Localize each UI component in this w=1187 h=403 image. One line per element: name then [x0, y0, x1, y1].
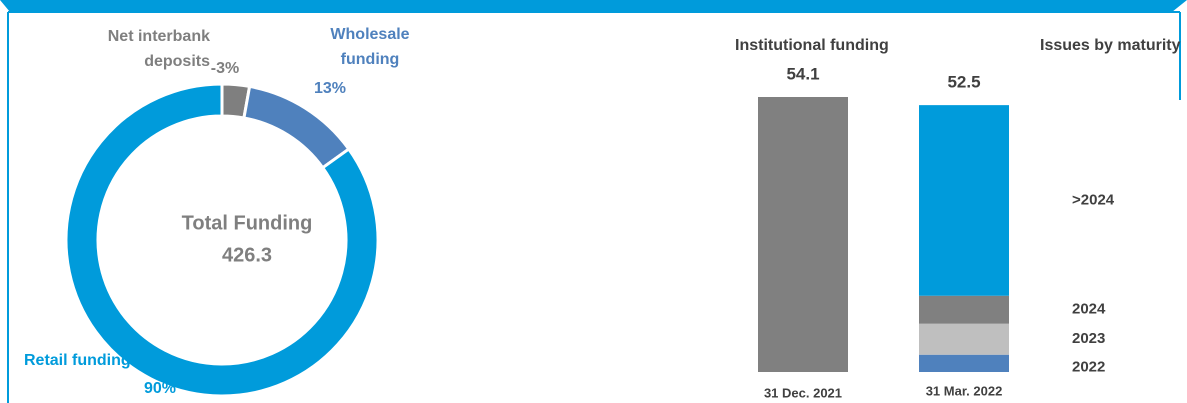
center-label: Total Funding — [182, 212, 313, 234]
interbank-label: Net interbank deposits — [107, 28, 210, 70]
donut-slice — [64, 82, 380, 398]
x-tick-label: 31 Dec. 2021 — [764, 385, 842, 400]
center-total: 426.3 — [222, 244, 272, 266]
banner — [0, 0, 1187, 12]
segment-label: >2024 — [1072, 191, 1115, 208]
bar-segment — [919, 354, 1009, 372]
segment-label: 2024 — [1072, 301, 1106, 318]
retail-value: 90% — [143, 380, 177, 397]
bar-segment — [919, 105, 1009, 296]
bar-title: Institutional funding — [735, 37, 889, 54]
bar-total: 52.5 — [947, 73, 980, 92]
segment-label: 2022 — [1072, 358, 1105, 375]
wholesale-value: 13% — [313, 80, 347, 97]
segment-label: 2023 — [1072, 330, 1105, 347]
interbank-value: -3% — [210, 60, 240, 77]
bar-segment — [758, 97, 848, 372]
x-tick-label: 31 Mar. 2022 — [926, 383, 1003, 398]
legend-title: Issues by maturity — [1040, 37, 1181, 54]
bar-total: 54.1 — [786, 64, 819, 83]
bar-segment — [919, 323, 1009, 355]
wholesale-label: Wholesale funding — [330, 26, 410, 68]
bar-segment — [919, 295, 1009, 324]
retail-label: Retail funding — [24, 352, 131, 369]
